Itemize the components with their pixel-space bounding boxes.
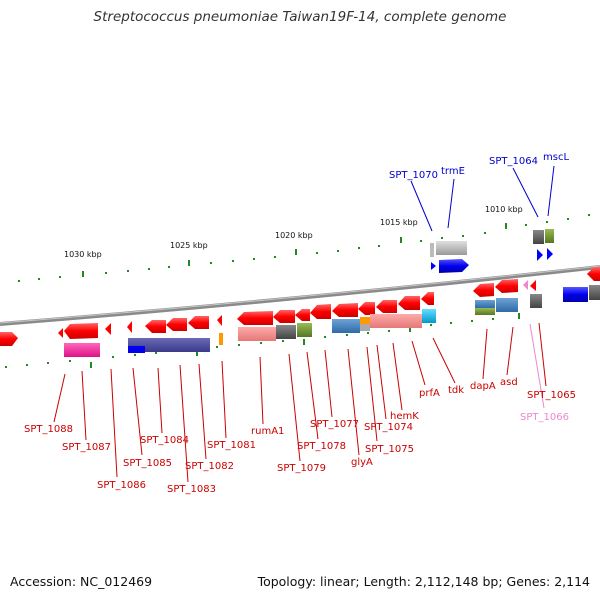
upper-leader-lines [410,165,555,232]
genome-backbone [0,265,600,326]
gene-bar-pink [64,343,100,357]
gene-arrow-blue [128,346,145,353]
gene-arrow-red [473,283,494,297]
gene-label-glya: glyA [351,457,373,468]
gene-arrow-red [332,303,358,317]
gene-bar-grey [436,241,467,255]
gene-arrow-red [530,280,536,291]
gene-arrow-blue [563,287,588,302]
gene-label-mscl: mscL [543,152,569,163]
gene-arrow-red [376,300,397,313]
gene-arrow-red [421,292,434,305]
gene-label-dapa: dapA [470,381,496,392]
gene-bar-cyan [422,309,436,323]
map-title: Streptococcus pneumoniae Taiwan19F-14, c… [93,9,507,25]
gene-label-spt-1065: SPT_1065 [527,390,576,401]
gene-label-spt-1087: SPT_1087 [62,442,111,453]
gene-arrow-red [587,267,600,281]
gene-label-spt-1083: SPT_1083 [167,484,216,495]
gene-label-spt-1077: SPT_1077 [310,419,359,430]
kbp-label: 1010 kbp [485,205,523,214]
forward-genes [430,229,600,302]
gene-arrow-blue [439,259,469,273]
accession-text: Accession: NC_012469 [10,574,153,589]
gene-label-tdk: tdk [448,385,464,396]
gene-arrow-red [217,315,222,326]
gene-bar-grey [430,243,434,257]
gene-label-hemk: hemK [390,411,419,422]
gene-arrow-red [64,323,98,339]
gene-arrow-blue [431,262,436,270]
gene-arrow-red [145,320,166,333]
gene-label-spt-1064: SPT_1064 [489,156,538,167]
gene-label-spt-1074: SPT_1074 [364,422,413,433]
gene-arrow-red [358,302,375,315]
gene-label-spt-1070: SPT_1070 [389,170,438,181]
gene-label-spt-1082: SPT_1082 [185,461,234,472]
gene-bar-dark [533,230,544,244]
gene-label-spt-1078: SPT_1078 [297,441,346,452]
upper-scale-ticks [18,214,590,282]
gene-bar-olive [475,308,495,315]
gene-arrow-red [495,279,518,293]
gene-bar-orange [219,333,223,345]
gene-label-ruma1: rumA1 [251,426,284,437]
gene-label-spt-1086: SPT_1086 [97,480,146,491]
kbp-label: 1025 kbp [170,241,208,250]
gene-label-spt-1066: SPT_1066 [520,412,569,423]
gene-label-spt-1079: SPT_1079 [277,463,326,474]
gene-bar-olive [297,323,312,337]
gene-arrow-red [127,321,132,333]
gene-label-spt-1085: SPT_1085 [123,458,172,469]
gene-arrow-red [0,332,18,346]
gene-bar-orange [360,317,370,324]
gene-bar-steel [496,298,518,312]
gene-label-spt-1084: SPT_1084 [140,435,189,446]
gene-bar-dark [589,285,600,300]
gene-label-asd: asd [500,377,518,388]
gene-label-trme: trmE [441,166,465,177]
gene-arrow-red [398,296,420,310]
reverse-genes [0,267,600,357]
gene-arrow-red [273,310,295,323]
gene-arrow-red [295,309,310,321]
gene-label-spt-1081: SPT_1081 [207,440,256,451]
gene-bar-olive [545,229,554,243]
gene-bar-dark [276,325,296,339]
gene-bar-grey [360,324,370,331]
genome-stats-text: Topology: linear; Length: 2,112,148 bp; … [257,574,590,589]
gene-bar-dark [530,294,542,308]
gene-bar-purple [128,338,210,352]
gene-arrow-red [58,328,63,338]
gene-arrow-blue [537,249,543,261]
gene-arrow-red [310,304,331,319]
lower-leader-lines [53,322,547,483]
gene-label-spt-1088: SPT_1088 [24,424,73,435]
gene-arrow-pink [523,280,528,290]
gene-arrow-red [166,318,187,331]
gene-bar-salmon [370,314,422,328]
gene-arrow-red [188,316,209,329]
gene-bar-steel [332,319,360,333]
gene-arrow-blue [547,248,553,260]
gene-arrow-red [105,323,111,335]
gene-label-prfa: prfA [419,388,440,399]
gene-arrow-red [237,311,273,325]
gene-label-spt-1075: SPT_1075 [365,444,414,455]
kbp-label: 1030 kbp [64,250,102,259]
kbp-label: 1020 kbp [275,231,313,240]
gene-bar-salmon [238,327,276,341]
kbp-label: 1015 kbp [380,218,418,227]
gene-bar-steel [475,300,495,308]
